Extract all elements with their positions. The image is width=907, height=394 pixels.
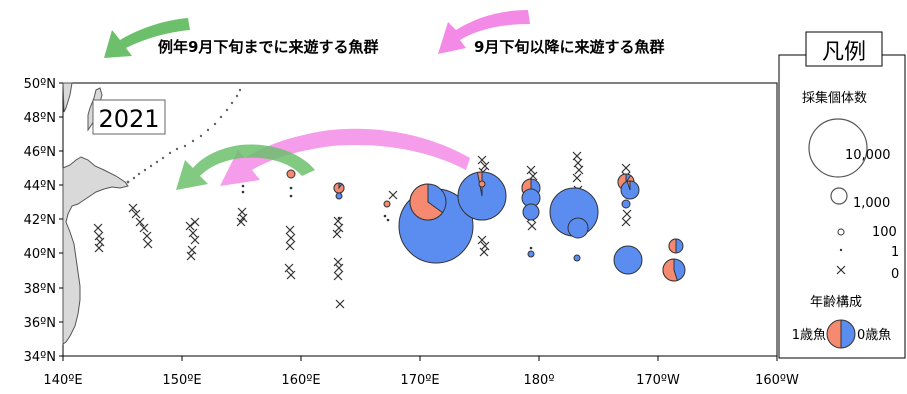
small-catch-dot-0 — [242, 185, 245, 188]
catch-pie-13 — [568, 218, 588, 238]
catch-pie-17 — [614, 246, 642, 274]
legend-size-1000: 1,000 — [853, 196, 890, 211]
catch-pie-15 — [621, 181, 639, 199]
lat-label-38: 38ºN — [24, 282, 56, 297]
lat-label-42: 42ºN — [24, 213, 56, 228]
legend-size-10000: 10,000 — [845, 148, 891, 163]
lon-label-160E: 160ºE — [281, 373, 320, 388]
lon-label-160W: 160ºW — [755, 373, 799, 388]
small-catch-dot-3 — [290, 195, 293, 198]
lon-axis — [63, 356, 777, 361]
legend-title: 凡例 — [822, 40, 866, 65]
legend-size-100: 100 — [872, 225, 897, 240]
small-catch-dot-8 — [530, 247, 533, 250]
legend-size-0: 0 — [891, 267, 899, 282]
lat-label-40: 40ºN — [24, 247, 56, 262]
catch-pie-3 — [287, 170, 295, 178]
small-catch-dot-5 — [338, 217, 341, 220]
lon-label-170W: 170ºW — [636, 373, 680, 388]
legend-age-pie-icon — [827, 320, 855, 348]
legend-age-title: 年齢構成 — [810, 295, 862, 310]
lat-label-44: 44ºN — [24, 179, 56, 194]
catch-pie-16 — [622, 200, 630, 208]
catch-pie-18 — [669, 239, 683, 253]
catch-pie-19 — [663, 259, 685, 281]
legend-size-1-dot — [840, 249, 842, 251]
catch-pie-1 — [410, 184, 446, 220]
legend-size-1: 1 — [891, 245, 899, 260]
small-catch-dot-6 — [384, 215, 387, 218]
small-catch-dot-7 — [387, 219, 390, 222]
catch-pie-10 — [523, 204, 539, 220]
lat-axis — [59, 83, 63, 356]
legend-count-title: 採集個体数 — [802, 90, 867, 106]
catch-pie-4 — [334, 183, 344, 193]
catch-pie-21 — [574, 255, 580, 261]
lon-label-180: 180º — [524, 373, 555, 388]
catch-pie-20 — [528, 251, 534, 257]
catch-pie-7 — [479, 181, 485, 187]
lat-label-34: 34ºN — [24, 350, 56, 365]
catch-pie-6 — [384, 201, 390, 207]
year-label: 2021 — [98, 105, 159, 133]
legend-age0-label: 0歳魚 — [857, 328, 891, 343]
lon-label-140E: 140ºE — [43, 373, 82, 388]
lat-label-46: 46ºN — [24, 145, 56, 160]
catch-pie-5 — [336, 193, 342, 199]
lat-label-36: 36ºN — [24, 316, 56, 331]
lat-label-50: 50ºN — [24, 77, 56, 92]
note-early: 例年9月下旬までに来遊する魚群 — [158, 38, 378, 56]
small-catch-dot-1 — [242, 191, 245, 194]
lon-label-170E: 170ºE — [400, 373, 439, 388]
legend-age1-label: 1歳魚 — [792, 328, 826, 343]
small-catch-dot-2 — [290, 187, 293, 190]
note-late: 9月下旬以降に来遊する魚群 — [474, 38, 664, 56]
lat-label-48: 48ºN — [24, 111, 56, 126]
lon-label-150E: 150ºE — [162, 373, 201, 388]
catch-pie-2 — [458, 172, 506, 220]
